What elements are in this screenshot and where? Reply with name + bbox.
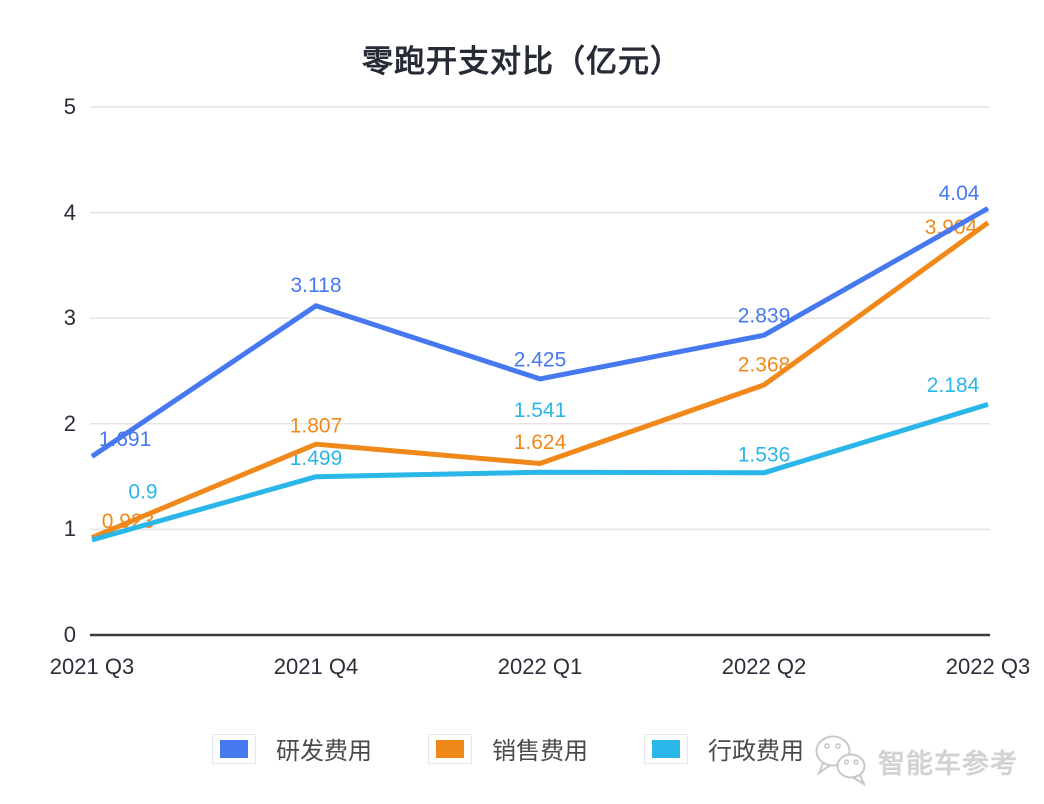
legend-label: 行政费用	[708, 738, 804, 765]
data-label: 1.691	[99, 428, 152, 451]
data-label: 2.368	[738, 353, 791, 376]
legend-swatch	[212, 733, 256, 764]
legend-color-chip	[652, 739, 680, 758]
y-tick-label: 0	[63, 622, 76, 647]
y-tick-label: 4	[63, 199, 76, 225]
data-label: 1.536	[738, 443, 791, 466]
y-tick-label: 1	[63, 516, 76, 542]
watermark-text: 智能车参考	[878, 748, 1018, 779]
x-tick-label: 2022 Q2	[721, 654, 807, 679]
legend-item-admin-expense[interactable]: 行政费用	[644, 731, 804, 766]
data-label: 1.541	[514, 399, 567, 422]
x-tick-label: 2022 Q1	[497, 654, 583, 679]
data-label: 2.425	[514, 348, 567, 371]
chart-title: 零跑开支对比（亿元）	[362, 44, 682, 79]
y-tick-label: 2	[63, 410, 76, 436]
data-label: 3.904	[925, 216, 978, 239]
legend-color-chip	[436, 739, 464, 758]
x-tick-label: 2022 Q3	[945, 654, 1031, 679]
data-label: 0.9	[128, 480, 157, 503]
legend-label: 销售费用	[492, 738, 588, 765]
series-line-1	[91, 220, 990, 540]
x-tick-label: 2021 Q3	[49, 654, 135, 679]
legend-swatch	[428, 733, 472, 764]
y-tick-label: 3	[63, 305, 76, 331]
x-tick-label: 2021 Q4	[273, 654, 359, 679]
series-line-0	[90, 206, 990, 459]
legend: 研发费用 销售费用 行政费用	[0, 731, 1016, 766]
legend-item-rd-expense[interactable]: 研发费用	[212, 731, 372, 766]
data-label: 1.624	[514, 431, 567, 454]
data-label: 3.118	[291, 274, 342, 297]
legend-item-sales-expense[interactable]: 销售费用	[428, 731, 588, 766]
data-label: 4.04	[939, 182, 980, 205]
data-label: 0.923	[102, 510, 155, 533]
y-tick-label: 5	[63, 94, 76, 119]
legend-label: 研发费用	[276, 738, 372, 765]
data-label: 2.839	[738, 305, 791, 328]
watermark: 智能车参考	[812, 734, 1018, 788]
legend-color-chip	[220, 739, 248, 758]
data-label: 1.499	[290, 447, 343, 470]
data-label: 2.184	[927, 374, 980, 397]
legend-swatch	[644, 733, 688, 764]
wechat-icon	[815, 735, 867, 787]
data-label: 1.807	[290, 415, 343, 438]
series-line-2	[91, 401, 989, 543]
